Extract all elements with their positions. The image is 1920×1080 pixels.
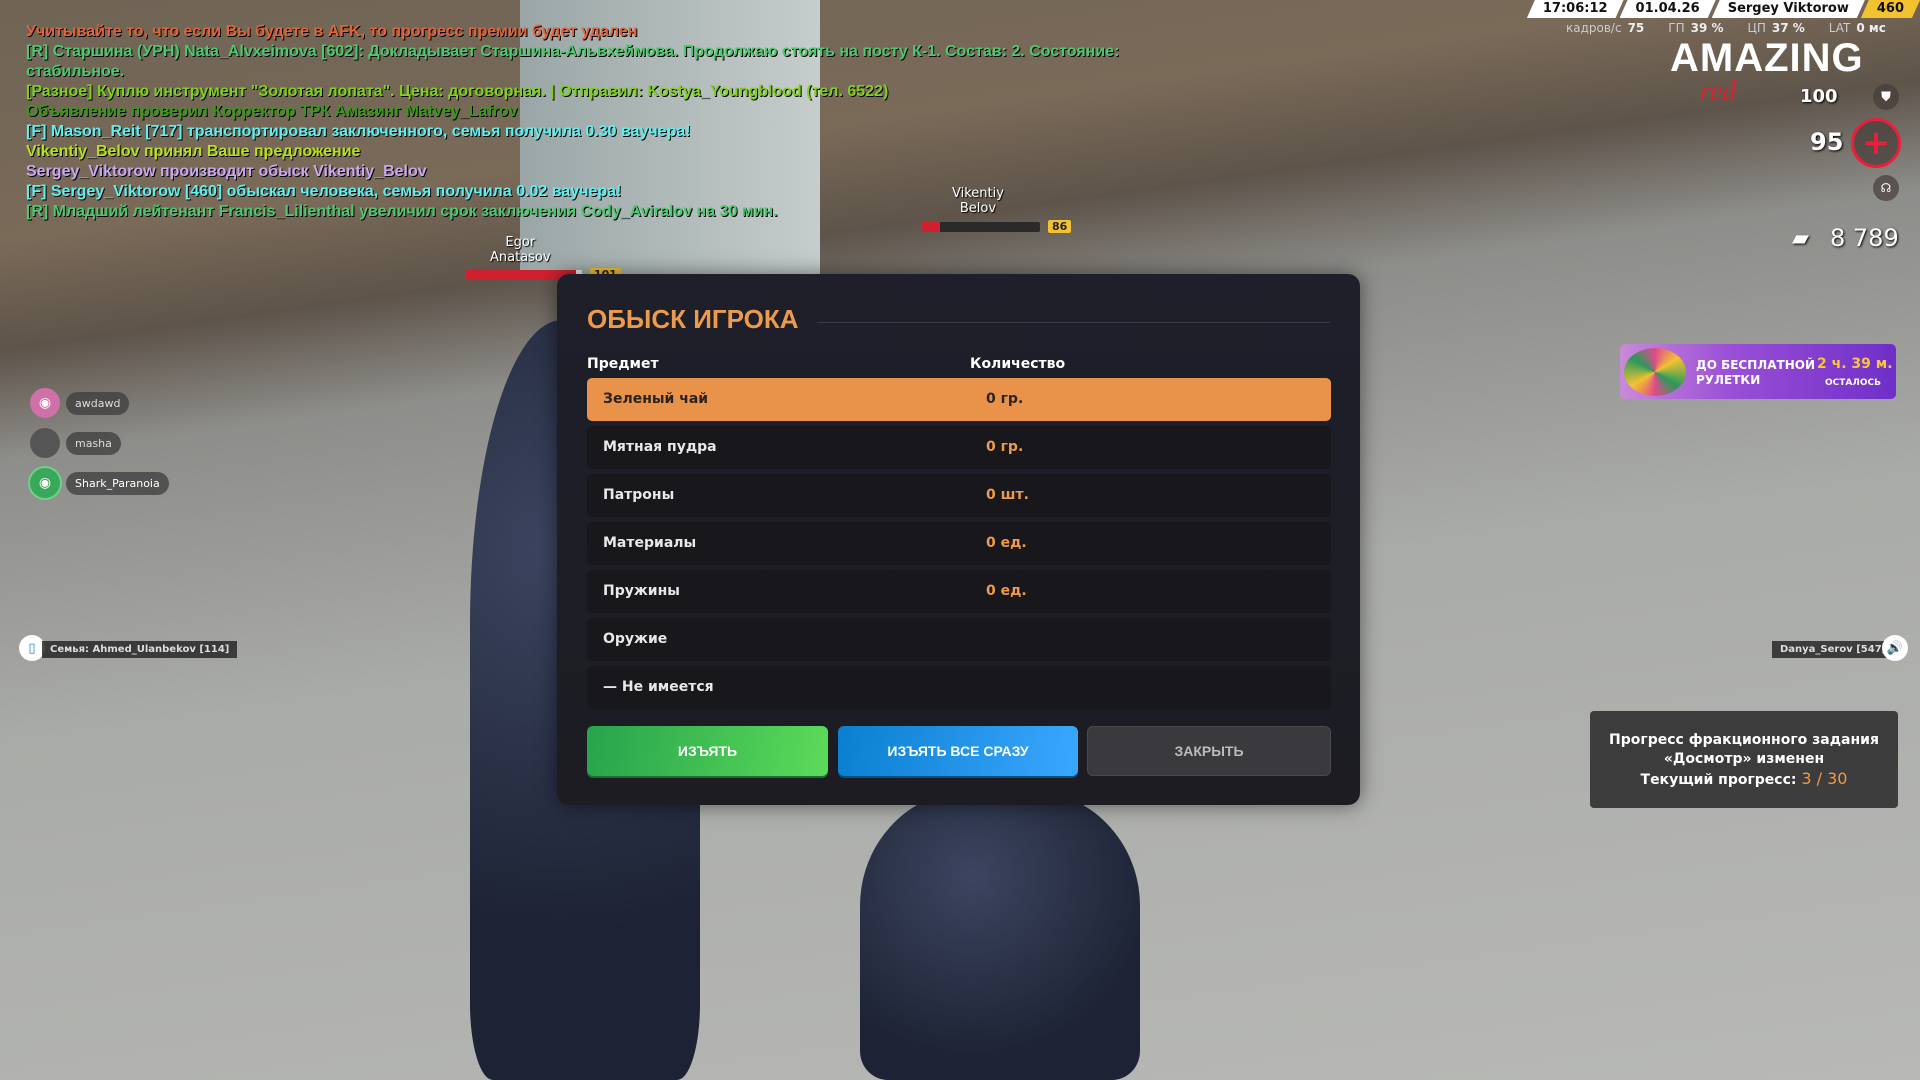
chat-line: [R] Старшина (УРН) Nata_Alvxeimova [602]…	[26, 43, 1120, 60]
chat-line: [F] Mason_Reit [717] транспортировал зак…	[26, 123, 691, 140]
radio-icon: ▯	[19, 635, 45, 661]
time: 17:06:12	[1527, 0, 1624, 18]
logo: AMAZING	[1670, 36, 1864, 80]
armor-value: 100	[1800, 86, 1838, 107]
money-value: 8 789	[1830, 224, 1899, 252]
date: 01.04.26	[1620, 0, 1716, 18]
item-name: Пружины	[603, 583, 680, 599]
player-name: Sergey Viktorow	[1712, 0, 1865, 18]
item-name: Патроны	[603, 487, 675, 503]
item-name: Оружие	[603, 631, 668, 647]
item-row[interactable]: Пружины 0 ед.	[587, 570, 1331, 613]
divider	[817, 322, 1330, 323]
item-quantity: 0 шт.	[986, 487, 1029, 503]
chat-line: [R] Младший лейтенант Francis_Lilienthal…	[26, 203, 778, 220]
column-header-quantity: Количество	[970, 356, 1066, 372]
discord-icon: ◉	[30, 468, 60, 498]
health-bar	[922, 222, 1040, 232]
chat-line: Sergey_Viktorow производит обыск Vikenti…	[26, 163, 427, 180]
roulette-icon	[1624, 348, 1686, 396]
wallet-icon: ▰	[1792, 226, 1809, 251]
officer-character	[860, 790, 1140, 1080]
item-row[interactable]: Зеленый чай 0 гр.	[587, 378, 1331, 421]
item-row[interactable]: Патроны 0 шт.	[587, 474, 1331, 517]
avatar	[30, 428, 60, 458]
item-quantity: 0 гр.	[986, 391, 1024, 407]
perf-stats: кадров/с 75 ГП 39 % ЦП 37 % LAT 0 мс	[1566, 21, 1886, 35]
item-name: Мятная пудра	[603, 439, 717, 455]
voice-user: masha	[30, 428, 121, 458]
free-roulette-banner[interactable]: ДО БЕСПЛАТНОЙ РУЛЕТКИ 2 ч. 39 м. ОСТАЛОСЬ	[1620, 344, 1896, 399]
family-radio-speaker: Семья: Ahmed_Ulanbekov [114]	[42, 641, 238, 658]
item-row[interactable]: — Не имеется	[587, 666, 1331, 709]
search-player-dialog: ОБЫСК ИГРОКА Предмет Количество Зеленый …	[557, 274, 1360, 805]
shield-icon: ⛊	[1873, 84, 1899, 110]
item-name: Материалы	[603, 535, 697, 551]
speaker-icon: 🔊	[1882, 635, 1908, 661]
nametag-egor: Egor Anatasov	[490, 235, 551, 265]
top-info-bar: 17:06:12 01.04.26 Sergey Viktorow 460	[1531, 0, 1920, 18]
discord-icon: ◉	[30, 388, 60, 418]
chat-line: Vikentiy_Belov принял Ваше предложение	[26, 143, 361, 160]
health-cross-icon: +	[1851, 118, 1901, 168]
item-name: — Не имеется	[603, 679, 714, 695]
voice-user: ◉ awdawd	[30, 388, 130, 418]
dialog-title: ОБЫСК ИГРОКА	[587, 304, 799, 334]
hunger-icon: ☊	[1873, 175, 1899, 201]
nametag-vikentiy: Vikentiy Belov	[952, 186, 1004, 216]
item-row[interactable]: Оружие	[587, 618, 1331, 661]
faction-task-progress: Прогресс фракционного задания «Досмотр» …	[1590, 711, 1898, 808]
item-quantity: 0 ед.	[986, 583, 1027, 599]
health-bar	[466, 270, 582, 280]
take-button[interactable]: ИЗЪЯТЬ	[587, 726, 828, 776]
take-all-button[interactable]: ИЗЪЯТЬ ВСЕ СРАЗУ	[838, 726, 1078, 776]
chat-line: Учитывайте то, что если Вы будете в AFK,…	[26, 23, 638, 40]
item-quantity: 0 гр.	[986, 439, 1024, 455]
item-row[interactable]: Материалы 0 ед.	[587, 522, 1331, 565]
chat-line: Объявление проверил Корректор ТРК Амазин…	[26, 103, 518, 120]
player-id: 460	[1861, 0, 1920, 18]
chat-line: стабильное.	[26, 63, 125, 80]
column-header-item: Предмет	[587, 356, 659, 372]
building-wall	[520, 0, 820, 280]
chat-log: Учитывайте то, что если Вы будете в AFK,…	[26, 22, 1119, 222]
roulette-timer: 2 ч. 39 м.	[1817, 356, 1893, 372]
logo-sub: red	[1700, 76, 1737, 107]
chat-line: [Разное] Куплю инструмент "Золотая лопат…	[26, 83, 889, 100]
voice-user: ◉ Shark_Paranoia	[30, 468, 169, 498]
chat-line: [F] Sergey_Viktorow [460] обыскал челове…	[26, 183, 622, 200]
close-button[interactable]: ЗАКРЫТЬ	[1087, 726, 1331, 776]
item-row[interactable]: Мятная пудра 0 гр.	[587, 426, 1331, 469]
radio-speaker: Danya_Serov [547]	[1772, 641, 1895, 658]
level-badge: 86	[1048, 220, 1072, 233]
health-value: 95	[1810, 128, 1844, 156]
item-quantity: 0 ед.	[986, 535, 1027, 551]
item-name: Зеленый чай	[603, 391, 709, 407]
